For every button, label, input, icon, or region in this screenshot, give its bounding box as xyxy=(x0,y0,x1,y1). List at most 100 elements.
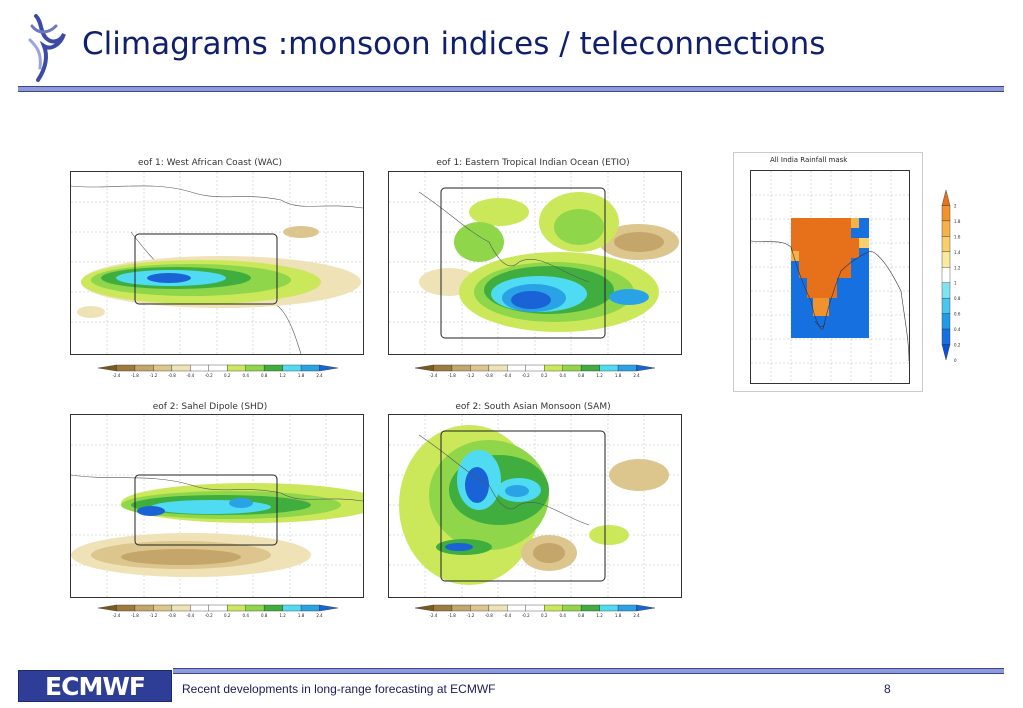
mask-colorbar-swatch xyxy=(941,251,951,268)
colorbar-label: -2.4 xyxy=(113,373,121,378)
map-etio xyxy=(388,171,682,355)
colorbar-swatch xyxy=(433,364,453,372)
colorbar-swatch xyxy=(208,604,228,612)
colorbar-label: 1.2 xyxy=(279,373,286,378)
colorbar-label: 1.2 xyxy=(279,613,286,618)
mask-colorbar-swatch xyxy=(941,282,951,299)
colorbar-swatch xyxy=(319,364,339,372)
colorbar-label: 2.4 xyxy=(633,373,640,378)
colorbar-label: -2.4 xyxy=(430,613,438,618)
panel-title-shd: eof 2: Sahel Dipole (SHD) xyxy=(152,402,268,412)
colorbar-swatch xyxy=(544,364,563,372)
colorbar-label: 0.8 xyxy=(261,613,268,618)
colorbar-label: 1.2 xyxy=(596,373,603,378)
colorbar-label: -0.8 xyxy=(168,373,176,378)
colorbar-swatch xyxy=(245,604,265,612)
colorbar-label: -2.4 xyxy=(430,373,438,378)
mask-colorbar-label: 1.2 xyxy=(954,265,961,270)
mask-colorbar-label: 1.6 xyxy=(954,234,961,239)
colorbar-swatch xyxy=(562,604,582,612)
colorbar-swatch xyxy=(300,604,320,612)
mask-colorbar-swatch xyxy=(941,205,951,222)
colorbar-label: 1.8 xyxy=(298,613,305,618)
colorbar-swatch xyxy=(544,604,563,612)
map-sam xyxy=(388,414,682,598)
colorbar-label: 0.4 xyxy=(243,613,250,618)
colorbar-label: 0.2 xyxy=(224,613,231,618)
colorbar-swatch xyxy=(599,364,619,372)
mask-map xyxy=(750,170,910,384)
colorbar-swatch xyxy=(433,604,453,612)
colorbar-swatch xyxy=(617,364,637,372)
colorbar-sam: -2.4 -1.8 -1.2 -0.8 -0.4 -0.2 0.2 0.4 0.8 1.2 1.8 2… xyxy=(414,604,656,618)
colorbar-label: 0.8 xyxy=(261,373,268,378)
title-divider xyxy=(18,86,1004,92)
colorbar-label: 1.8 xyxy=(298,373,305,378)
panel-title-wac: eof 1: West African Coast (WAC) xyxy=(137,158,282,168)
panel-title-sam: eof 2: South Asian Monsoon (SAM) xyxy=(455,402,611,412)
colorbar-swatch xyxy=(507,364,526,372)
colorbar-label: 2.4 xyxy=(316,373,323,378)
ecmwf-bird-logo-icon xyxy=(28,14,66,82)
mask-colorbar-label: 1 xyxy=(954,281,957,286)
colorbar-swatch xyxy=(263,364,283,372)
mask-colorbar-label: 2 xyxy=(954,203,957,208)
colorbar-swatch xyxy=(208,364,228,372)
colorbar-label: 0.2 xyxy=(541,613,548,618)
colorbar-swatch xyxy=(599,604,619,612)
colorbar-label: 0.4 xyxy=(243,373,250,378)
colorbar-swatch xyxy=(227,604,246,612)
mask-colorbar-label: 1.4 xyxy=(954,250,961,255)
colorbar-label: -0.8 xyxy=(485,613,493,618)
colorbar-swatch xyxy=(263,604,283,612)
colorbar-label: 0.2 xyxy=(541,373,548,378)
ecmwf-logo-box xyxy=(18,670,172,702)
colorbar-label: -0.4 xyxy=(186,373,194,378)
colorbar-label: -1.2 xyxy=(149,373,157,378)
colorbar-swatch xyxy=(171,364,191,372)
colorbar-label: 1.2 xyxy=(596,613,603,618)
colorbar-swatch xyxy=(507,604,526,612)
colorbar-label: -1.8 xyxy=(448,613,456,618)
panel-title-etio: eof 1: Eastern Tropical Indian Ocean (ET… xyxy=(436,158,630,168)
colorbar-label: -2.4 xyxy=(113,613,121,618)
colorbar-swatch xyxy=(451,364,471,372)
page-number: 8 xyxy=(884,682,891,696)
colorbar-label: -1.8 xyxy=(131,373,139,378)
colorbar-label: 0.8 xyxy=(578,613,585,618)
colorbar-swatch xyxy=(134,604,154,612)
mask-colorbar-swatch xyxy=(941,297,951,314)
colorbar-swatch xyxy=(171,604,191,612)
colorbar-label: 2.4 xyxy=(316,613,323,618)
colorbar-swatch xyxy=(470,364,490,372)
colorbar-label: 1.8 xyxy=(615,373,622,378)
mask-colorbar-label: 1.8 xyxy=(954,219,961,224)
colorbar-swatch xyxy=(488,604,508,612)
colorbar-swatch xyxy=(488,364,508,372)
colorbar-swatch xyxy=(414,604,434,612)
colorbar-swatch xyxy=(636,604,656,612)
colorbar-swatch xyxy=(525,364,545,372)
colorbar-label: 0.4 xyxy=(560,613,567,618)
colorbar-label: 1.8 xyxy=(615,613,622,618)
colorbar-swatch xyxy=(636,364,656,372)
colorbar-swatch xyxy=(282,604,302,612)
mask-colorbar-label: 0.6 xyxy=(954,312,961,317)
colorbar-swatch xyxy=(97,604,117,612)
colorbar-label: -0.2 xyxy=(205,373,213,378)
colorbar-etio: -2.4 -1.8 -1.2 -0.8 -0.4 -0.2 0.2 0.4 0.8 1.2 1.8 2… xyxy=(414,364,656,378)
colorbar-swatch xyxy=(414,364,434,372)
colorbar-swatch xyxy=(617,604,637,612)
map-shd xyxy=(70,414,364,598)
mask-colorbar-label: 0.8 xyxy=(954,296,961,301)
colorbar-label: -1.8 xyxy=(131,613,139,618)
ecmwf-logo: ECMWF xyxy=(45,672,146,701)
colorbar-swatch xyxy=(470,604,490,612)
colorbar-swatch xyxy=(525,604,545,612)
colorbar-swatch xyxy=(190,364,209,372)
colorbar-label: -0.8 xyxy=(485,373,493,378)
colorbar-label: -1.2 xyxy=(149,613,157,618)
colorbar-swatch xyxy=(97,364,117,372)
footer-divider xyxy=(173,668,1004,674)
colorbar-label: -0.4 xyxy=(186,613,194,618)
